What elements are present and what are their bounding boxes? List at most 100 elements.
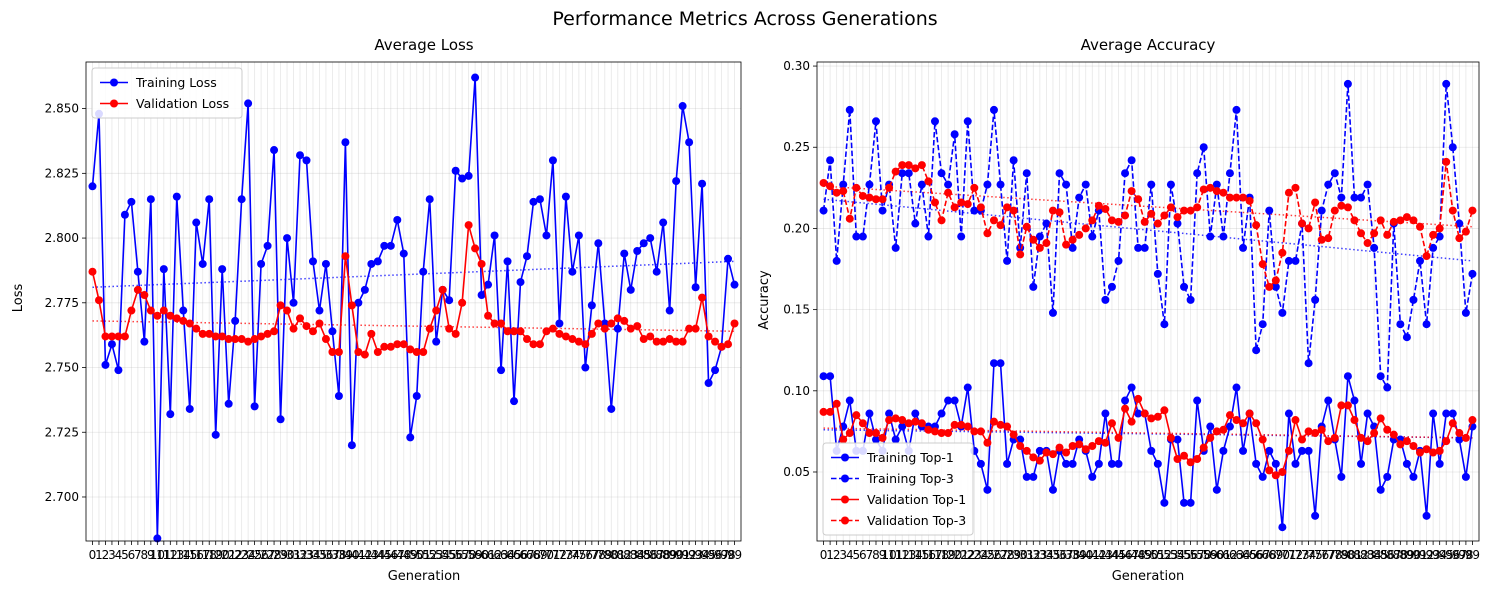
validation-top-1-point [1291,416,1300,425]
training-top-1-point [1442,409,1451,418]
training-top-3-point [1402,333,1411,342]
accuracy-xtick-label: 34 [1039,548,1054,562]
training-top-1-point [1160,498,1169,507]
training-loss-point [231,316,240,325]
accuracy-xtick-label: 64 [1235,548,1250,562]
training-loss-point [691,283,700,292]
validation-loss-point [276,301,285,310]
loss-xtick-label: 91 [675,548,690,562]
validation-top-3-point [1075,230,1084,239]
training-top-1-point [1258,472,1267,481]
loss-xtick-label: 38 [331,548,346,562]
training-top-3-point [1429,243,1438,252]
loss-xtick-label: 37 [325,548,340,562]
validation-top-1-point [1068,442,1077,451]
validation-loss-point [516,327,525,336]
validation-loss-point [548,324,557,333]
training-top-1-point [1252,459,1261,468]
validation-loss-line [91,224,736,356]
training-top-3-point [1147,180,1156,189]
accuracy-legend-swatch-marker [841,453,849,462]
validation-loss-point [127,306,136,315]
training-top-1-point [1022,472,1031,481]
training-loss-point [724,254,733,263]
training-loss-point [471,73,480,82]
training-top-1-point [1068,459,1077,468]
validation-loss-point [484,311,493,320]
training-loss-point [425,195,434,204]
accuracy-xtick-label: 54 [1170,548,1185,562]
training-loss-point [497,366,506,375]
loss-xtick-label: 33 [299,548,314,562]
validation-top-1-point [1396,440,1405,449]
loss-chart-axes: 0123456789101112131415161718192021222324… [45,61,742,562]
validation-top-3-point [1324,234,1333,243]
accuracy-chart-legend: Training Top-1 Training Top-3 Validation T… [822,442,974,536]
training-top-1-point [983,485,992,494]
training-top-1-point [1088,472,1097,481]
accuracy-chart-ylabel: Accuracy [757,270,772,330]
validation-top-3-point [885,183,894,192]
accuracy-trendline [823,198,1473,262]
validation-top-3-point [826,182,835,191]
training-top-1-point [996,359,1005,368]
loss-xtick-label: 93 [688,548,703,562]
loss-chart-title: Average Loss [374,36,473,54]
accuracy-xtick-label: 1 [826,548,834,562]
loss-xtick-label: 99 [727,548,742,562]
training-top-1-point [819,372,828,381]
validation-top-1-point [1265,466,1274,475]
accuracy-xtick-label: 13 [901,548,916,562]
training-loss-point [522,252,531,261]
accuracy-xtick-label: 2 [833,548,841,562]
validation-top-1-point [1324,437,1333,446]
training-top-3-point [1140,243,1149,252]
validation-top-1-point [1199,443,1208,452]
loss-xtick-label: 48 [396,548,411,562]
accuracy-xtick-label: 11 [888,548,903,562]
training-loss-point [101,360,110,369]
training-top-3-point [1219,232,1228,241]
validation-top-1-point [1245,409,1254,418]
validation-loss-point [490,319,499,328]
training-top-3-point [983,180,992,189]
training-top-1-point [1304,446,1313,455]
validation-top-1-point [1258,435,1267,444]
training-loss-point [477,291,486,300]
validation-top-1-point [1232,416,1241,425]
training-top-3-point [1062,180,1071,189]
validation-loss-point [730,319,739,328]
loss-xtick-label: 30 [279,548,294,562]
training-top-3-point [1239,243,1248,252]
validation-loss-point [698,293,707,302]
training-loss-point [159,265,168,274]
training-top-1-point [1402,459,1411,468]
loss-xtick-label: 2 [102,548,110,562]
validation-top-3-point [1298,219,1307,228]
validation-top-3-point [1153,219,1162,228]
training-loss-point [685,138,694,147]
training-top-3-point [1003,256,1012,265]
training-top-3-point [1107,282,1116,291]
validation-loss-point [250,335,259,344]
validation-top-3-point [1311,198,1320,207]
validation-loss-point [120,332,129,341]
validation-top-1-point [819,407,828,416]
training-loss-point [568,267,577,276]
training-top-3-point [1337,193,1346,202]
accuracy-xtick-label: 44 [1104,548,1119,562]
accuracy-xtick-label: 15 [914,548,929,562]
accuracy-xtick-label: 58 [1196,548,1211,562]
accuracy-ytick-label: 0.10 [783,384,810,398]
training-top-1-point [1212,485,1221,494]
validation-top-3-point [1029,235,1038,244]
accuracy-xtick-label: 43 [1098,548,1113,562]
loss-xtick-label: 95 [701,548,716,562]
training-loss-point [218,265,227,274]
accuracy-xtick-label: 78 [1327,548,1342,562]
validation-loss-point [334,347,343,356]
validation-top-1-point [1330,433,1339,442]
validation-top-3-point [1219,188,1228,197]
validation-top-3-point [963,200,972,209]
accuracy-xtick-label: 56 [1183,548,1198,562]
